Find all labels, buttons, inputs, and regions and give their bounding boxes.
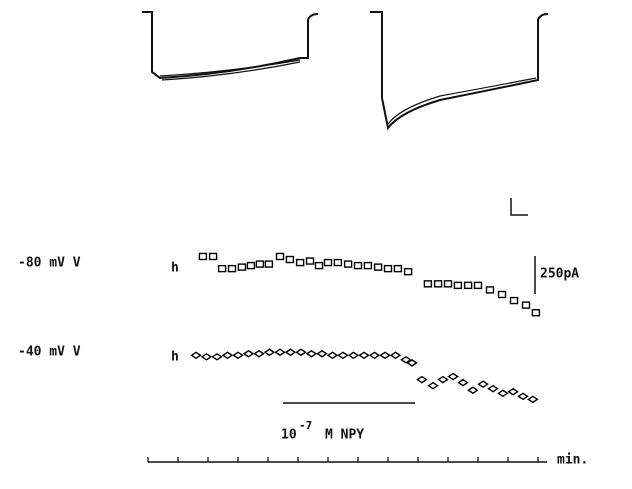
series-label: -40 mV V: [18, 345, 81, 360]
square-point: [373, 263, 383, 271]
square-point: [275, 252, 285, 261]
square-point: [403, 267, 413, 276]
diamond-point: [497, 389, 509, 398]
series-label-sub: h: [171, 261, 179, 276]
square-point: [198, 252, 208, 261]
diamond-point: [221, 351, 234, 360]
diamond-point: [190, 351, 202, 360]
square-point: [393, 264, 403, 273]
diamond-point: [416, 375, 428, 384]
diamond-point: [507, 387, 519, 396]
square-point: [485, 286, 495, 294]
trace-right: [370, 11, 549, 131]
trace-left-overlay: [159, 59, 301, 81]
x-axis-label: min.: [557, 453, 588, 468]
square-point: [314, 261, 324, 270]
npy-base: 10: [281, 428, 297, 443]
square-point: [208, 252, 218, 261]
square-point: [497, 290, 507, 299]
diamond-point: [358, 351, 370, 360]
square-point: [285, 255, 295, 264]
square-point: [264, 260, 274, 268]
npy-label: M NPY: [325, 428, 364, 443]
square-point: [423, 280, 433, 288]
square-point: [521, 301, 531, 309]
square-point: [363, 261, 373, 270]
square-point: [305, 257, 315, 265]
diamond-point: [274, 348, 286, 357]
square-point: [531, 309, 541, 317]
square-point: [473, 281, 483, 290]
diamond-point: [347, 351, 360, 360]
diamond-point: [457, 378, 469, 387]
square-point: [227, 264, 237, 273]
diamond-point: [517, 392, 529, 401]
square-point: [246, 261, 256, 270]
diamond-point: [211, 352, 223, 361]
diamond-point: [487, 384, 499, 393]
diamond-point: [337, 351, 349, 360]
trace-right-overlay: [387, 77, 537, 125]
diamond-point: [284, 348, 297, 357]
diamond-point: [232, 351, 244, 360]
square-point: [353, 261, 363, 270]
diamond-point: [527, 395, 539, 404]
scale-bar-label: 250pA: [540, 267, 579, 282]
diamond-point: [477, 380, 489, 389]
square-point: [453, 281, 463, 290]
square-point: [217, 264, 227, 273]
square-point: [255, 260, 265, 268]
diamond-point: [400, 355, 412, 364]
square-point: [509, 296, 519, 305]
diamond-point: [326, 351, 339, 360]
diamond-point: [316, 349, 328, 358]
square-point: [383, 264, 393, 273]
diamond-point: [437, 375, 449, 384]
current-traces: [142, 11, 549, 216]
square-point: [323, 258, 333, 267]
diamond-point: [253, 349, 265, 358]
diamond-point: [263, 348, 276, 357]
diamond-point: [368, 351, 381, 360]
diamond-point: [242, 349, 255, 358]
diamond-point: [406, 359, 418, 367]
square-point: [295, 258, 305, 267]
diamond-point: [389, 351, 402, 360]
diamond-point: [379, 351, 391, 360]
diamond-point: [467, 386, 479, 395]
square-point: [237, 263, 247, 271]
diamond-point: [447, 372, 459, 381]
square-point: [463, 281, 473, 290]
square-point: [333, 258, 343, 267]
square-point: [433, 280, 443, 288]
diamond-point: [305, 349, 318, 358]
npy-exponent: -7: [299, 419, 312, 432]
trace-left: [142, 11, 319, 80]
series-label: -80 mV V: [18, 256, 81, 271]
square-point: [343, 260, 353, 268]
trace-scale-bar: [510, 198, 528, 216]
series-label-sub: h: [171, 350, 179, 365]
diamond-point: [200, 352, 213, 361]
square-point: [443, 280, 453, 288]
diamond-point: [427, 381, 439, 390]
diamond-point: [295, 348, 307, 357]
